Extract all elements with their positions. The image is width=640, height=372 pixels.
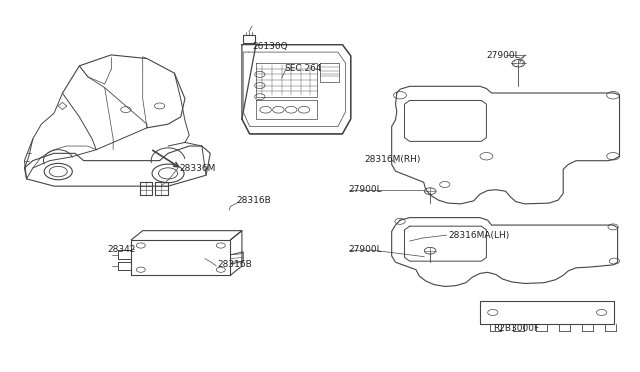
- Text: R2B3000F: R2B3000F: [493, 324, 539, 333]
- Text: 27900L: 27900L: [349, 246, 383, 254]
- Text: 28316B: 28316B: [218, 260, 252, 269]
- Text: 28316B: 28316B: [237, 196, 271, 205]
- Text: 28316M(RH): 28316M(RH): [365, 155, 421, 164]
- Text: SEC.264: SEC.264: [285, 64, 323, 73]
- Text: 27900L: 27900L: [349, 185, 383, 194]
- Text: 28342: 28342: [108, 245, 136, 254]
- Text: 26130Q: 26130Q: [253, 42, 289, 51]
- Text: 28336M: 28336M: [179, 164, 216, 173]
- Text: 28316MA(LH): 28316MA(LH): [448, 231, 509, 240]
- Text: 27900L: 27900L: [486, 51, 520, 60]
